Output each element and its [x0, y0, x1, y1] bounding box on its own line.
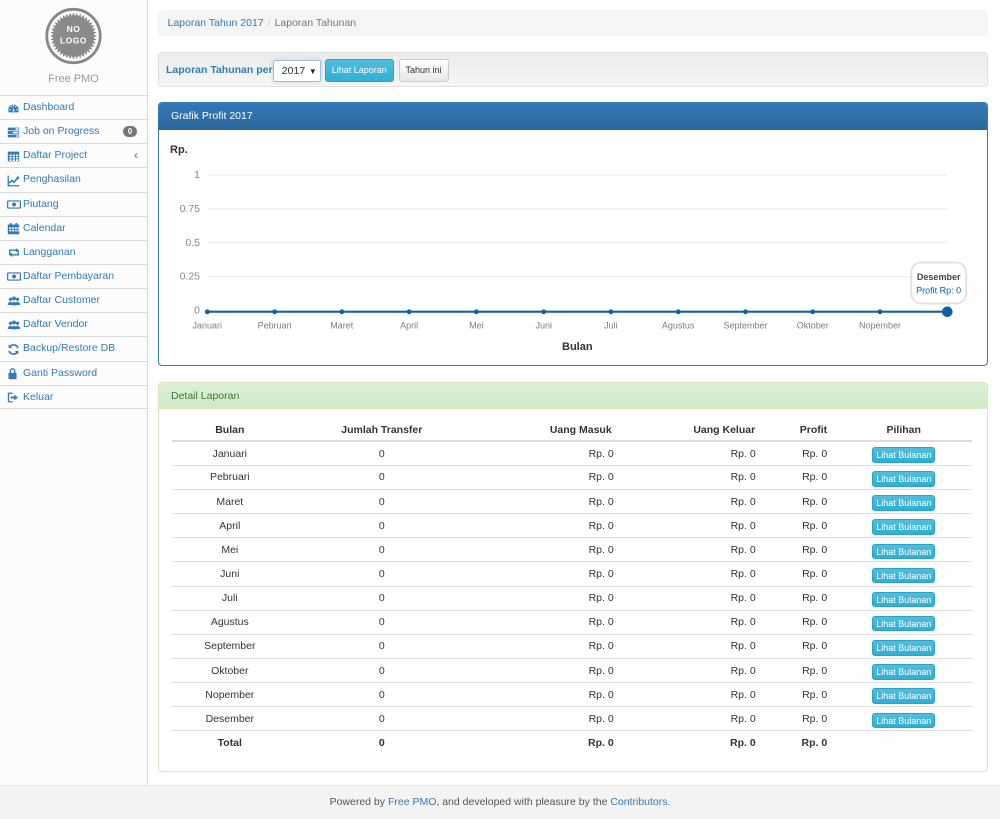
svg-text:Desember: Desember [917, 272, 961, 282]
svg-text:Profit Rp: 0: Profit Rp: 0 [916, 286, 961, 296]
svg-text:Mei: Mei [469, 321, 484, 331]
svg-text:Maret: Maret [330, 321, 354, 331]
svg-text:Oktober: Oktober [797, 321, 829, 331]
svg-text:LOGO: LOGO [60, 36, 87, 46]
svg-text:Nopember: Nopember [859, 321, 901, 331]
svg-text:Agustus: Agustus [662, 321, 695, 331]
svg-text:September: September [723, 321, 767, 331]
svg-text:Pebruari: Pebruari [258, 321, 292, 331]
svg-text:Juli: Juli [604, 321, 618, 331]
svg-text:0: 0 [194, 305, 200, 317]
svg-text:0.75: 0.75 [180, 203, 201, 215]
svg-text:Juni: Juni [535, 321, 552, 331]
svg-text:April: April [400, 321, 418, 331]
svg-text:0.25: 0.25 [180, 271, 201, 283]
svg-text:1: 1 [194, 169, 200, 181]
svg-text:0.5: 0.5 [185, 237, 200, 249]
svg-text:NO: NO [67, 24, 81, 34]
svg-text:Januari: Januari [193, 321, 223, 331]
svg-text:Bulan: Bulan [562, 341, 593, 353]
svg-text:Rp.: Rp. [170, 144, 188, 156]
